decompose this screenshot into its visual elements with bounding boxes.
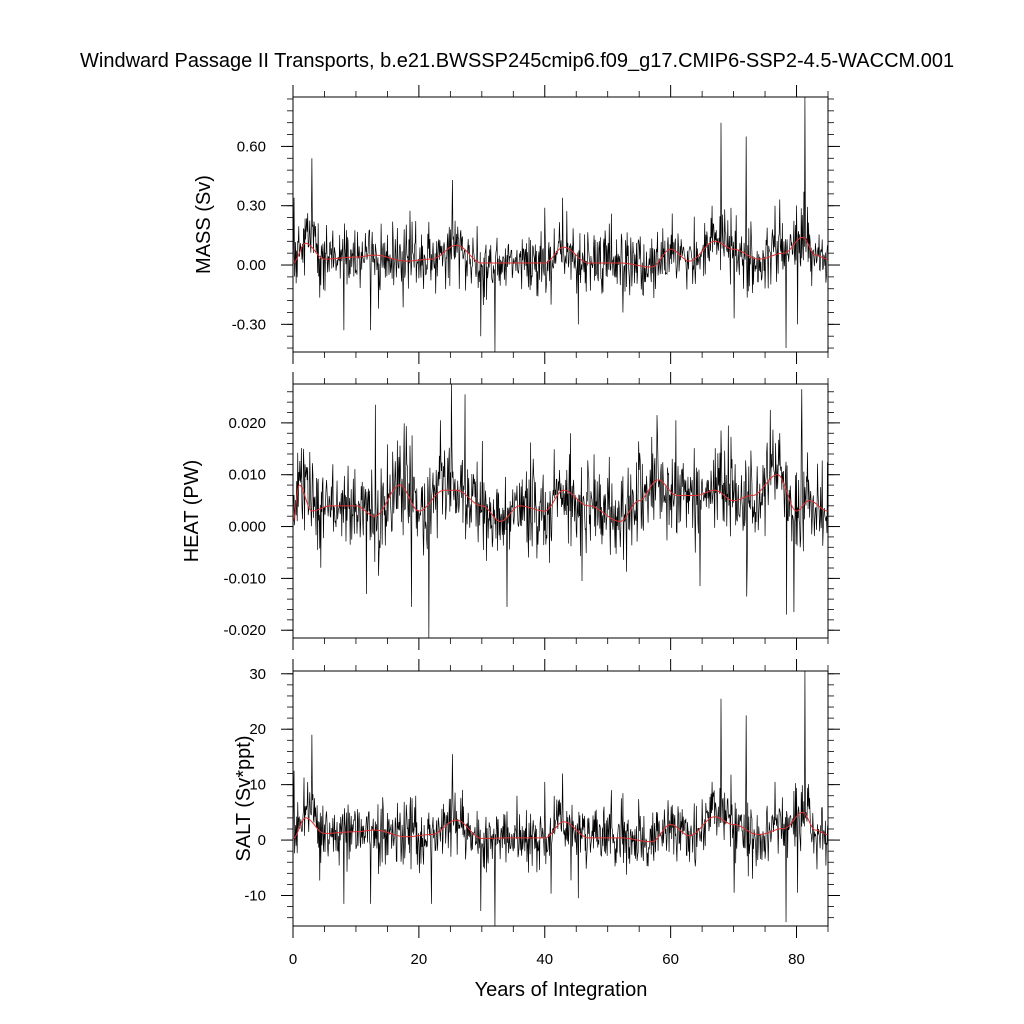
panel-frame <box>292 96 829 353</box>
x-tick-label: 80 <box>788 951 805 968</box>
y-tick-label: -0.30 <box>232 316 266 333</box>
panels: -0.30 0.00 0.30 0.60 MASS (Sv) -0.020 -0.010 0.… <box>181 85 840 968</box>
y-tick-label: 0.010 <box>228 467 266 484</box>
y-tick-label: 0.020 <box>228 415 266 432</box>
y-tick-label: -10 <box>244 888 266 905</box>
running-mean-line <box>293 811 828 843</box>
y-tick-label: -0.010 <box>223 570 266 587</box>
x-axis-label: Years of Integration <box>475 979 648 1001</box>
y-tick-label: 30 <box>249 666 266 683</box>
running-mean-line <box>293 474 828 522</box>
monthly-series-line <box>293 671 828 926</box>
y-tick-label: 0.000 <box>228 519 266 536</box>
panel-2: -0.020 -0.010 0.000 0.010 0.020 HEAT (PW) <box>181 372 840 650</box>
x-tick-label: 0 <box>289 951 297 968</box>
y-tick-label: -0.020 <box>223 622 266 639</box>
running-mean-line <box>293 236 828 268</box>
y-tick-label: 0.00 <box>237 257 266 274</box>
y-tick-label: 20 <box>249 721 266 738</box>
panel-1: -0.30 0.00 0.30 0.60 MASS (Sv) <box>193 85 840 364</box>
y-axis-label: SALT (Sv*ppt) <box>233 736 255 862</box>
y-tick-label: 0.60 <box>237 138 266 155</box>
y-tick-label: 10 <box>249 777 266 794</box>
x-tick-label: 20 <box>411 951 428 968</box>
y-axis-label: MASS (Sv) <box>193 175 215 274</box>
y-tick-label: 0 <box>258 832 266 849</box>
panel-frame <box>292 670 829 927</box>
panel-3: -10 0 10 20 30 SALT (Sv*ppt) <box>233 659 840 938</box>
chart-title: Windward Passage II Transports, b.e21.BW… <box>80 50 954 72</box>
monthly-series-line <box>293 384 828 638</box>
y-tick-label: 0.30 <box>237 198 266 215</box>
panel-frame <box>292 383 829 639</box>
x-tick-label: 40 <box>536 951 553 968</box>
x-tick-label: 60 <box>662 951 679 968</box>
monthly-series-line <box>293 97 828 352</box>
y-axis-label: HEAT (PW) <box>181 460 203 563</box>
